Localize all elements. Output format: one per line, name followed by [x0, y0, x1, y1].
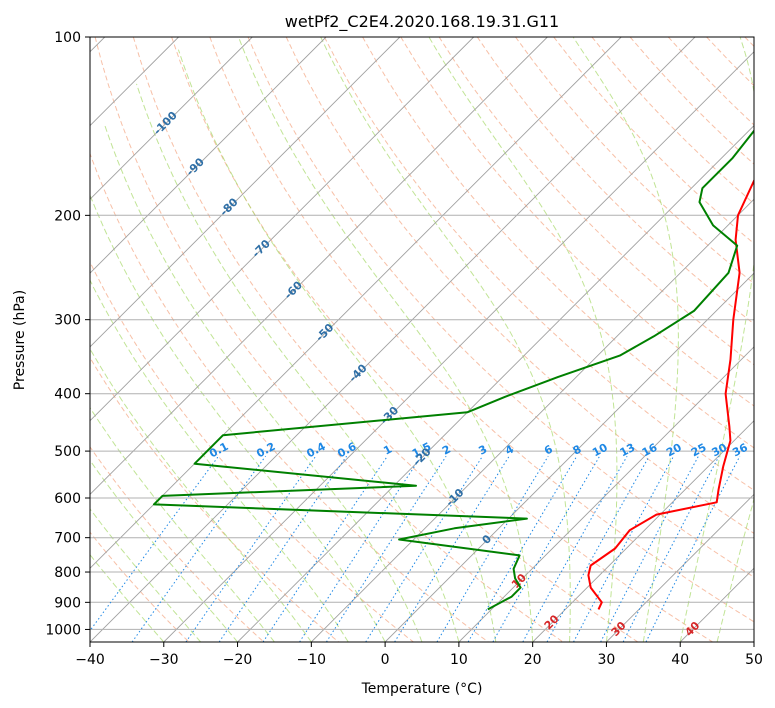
- mixing-ratio-line: [185, 455, 317, 642]
- dry-adiabat: [90, 152, 489, 642]
- x-tick-label: 0: [381, 652, 390, 668]
- profiles: [152, 129, 754, 611]
- mixing-ratio-line: [131, 455, 267, 642]
- isotherm-line: [90, 37, 327, 274]
- x-tick-label: 30: [598, 652, 616, 668]
- mixing-ratio-line: [522, 455, 628, 642]
- x-tick-label: −30: [149, 652, 179, 668]
- moist-adiabat: [320, 37, 571, 642]
- moist-adiabat: [90, 554, 165, 642]
- y-axis-label: Pressure (hPa): [12, 290, 28, 390]
- isotherm-line: [384, 272, 754, 642]
- dry-adiabat: [90, 531, 190, 642]
- x-tick-label: 40: [671, 652, 689, 668]
- dewpoint-profile: [152, 129, 754, 611]
- moist-adiabat: [679, 37, 754, 642]
- isotherm-line: [237, 124, 754, 642]
- dry-adiabat: [94, 37, 564, 642]
- dry-adiabat: [247, 37, 754, 578]
- mixing-ratio-line: [546, 455, 650, 642]
- y-tick-label: 400: [54, 387, 81, 403]
- plot-frame: [89, 36, 755, 643]
- dry-adiabat: [90, 446, 265, 642]
- y-tick-label: 1000: [45, 622, 81, 638]
- mixing-ratio-line: [262, 455, 388, 642]
- dry-adiabat: [400, 37, 754, 407]
- moist-adiabat: [90, 508, 202, 642]
- isotherm-line: [90, 37, 475, 422]
- mixing-ratio-line: [90, 455, 219, 632]
- mixing-ratio-line: [218, 455, 348, 642]
- mixing-ratio-label: 10: [590, 441, 610, 460]
- dry-adiabat: [515, 37, 754, 285]
- moist-adiabat: [90, 459, 238, 642]
- x-tick-label: 20: [524, 652, 542, 668]
- moist-adiabat: [177, 49, 497, 642]
- x-axis: −40 −30 −20 −10 0 10 20 30 40 50: [75, 642, 763, 668]
- isotherm-line: [90, 37, 401, 348]
- dry-adiabat: [132, 37, 639, 642]
- isotherm-line: [90, 37, 253, 200]
- x-tick-label: −10: [297, 652, 327, 668]
- y-axis: 100 200 300 400 500 600 700 800 900 1000: [45, 30, 90, 638]
- dry-adiabat: [438, 37, 754, 366]
- dry-adiabat: [90, 260, 414, 642]
- isotherm-line: [163, 51, 754, 642]
- isotherm-line: [606, 493, 754, 642]
- moist-adiabat: [103, 123, 423, 642]
- temperature-profile: [587, 178, 754, 610]
- y-tick-label: 900: [54, 595, 81, 611]
- dry-adiabat: [209, 37, 754, 623]
- background-lines: [90, 37, 754, 642]
- y-tick-label: 200: [54, 208, 81, 224]
- isotherm-line: [90, 37, 622, 569]
- moist-adiabat: [90, 279, 349, 642]
- dry-adiabat: [285, 37, 754, 535]
- x-tick-label: −40: [75, 652, 105, 668]
- y-tick-label: 800: [54, 565, 81, 581]
- moist-adiabat: [428, 37, 618, 642]
- dry-adiabat: [90, 356, 339, 642]
- moist-adiabat: [572, 37, 679, 642]
- mixing-ratio-line: [436, 455, 549, 642]
- y-tick-label: 700: [54, 531, 81, 547]
- dry-adiabat: [171, 37, 713, 642]
- moist-adiabat: [238, 37, 534, 642]
- mixing-ratio-line: [467, 455, 578, 642]
- y-tick-label: 500: [54, 444, 81, 460]
- mixing-ratio-line: [394, 455, 510, 642]
- mixing-ratio-label: 25: [689, 441, 709, 460]
- mixing-ratio-label: 13: [618, 441, 638, 460]
- isotherm-line: [532, 420, 754, 642]
- y-tick-label: 100: [54, 30, 81, 46]
- mixing-ratio-label: 20: [664, 441, 684, 460]
- dry-adiabat: [476, 37, 754, 325]
- x-axis-label: Temperature (°C): [361, 681, 483, 697]
- x-tick-label: −20: [223, 652, 253, 668]
- isotherm-line: [458, 346, 754, 642]
- x-tick-label: 50: [745, 652, 763, 668]
- chart-title: wetPf2_C2E4.2020.168.19.31.G11: [285, 12, 559, 32]
- x-tick-label: 10: [450, 652, 468, 668]
- mixing-ratio-label: 30: [710, 441, 730, 460]
- isotherm-line: [90, 37, 548, 496]
- isotherm-line: [90, 37, 696, 642]
- moist-adiabat: [136, 83, 460, 642]
- y-tick-label: 600: [54, 491, 81, 507]
- mixing-ratio-label: 16: [640, 441, 660, 460]
- mixing-ratio-label: 36: [730, 441, 750, 460]
- dry-adiabat: [323, 37, 754, 491]
- y-tick-label: 300: [54, 313, 81, 329]
